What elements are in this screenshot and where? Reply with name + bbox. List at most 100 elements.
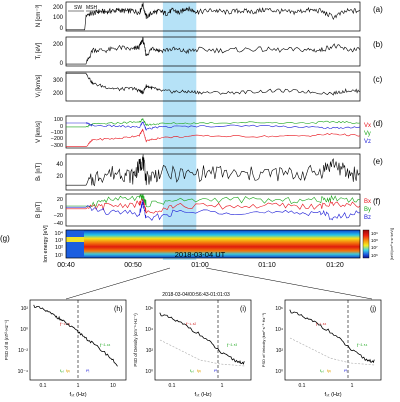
colorbar-label: [keV/(cm²·s·sr·keV)] (390, 228, 394, 260)
panel-a-letter: (a) (373, 5, 383, 14)
panel-f-line-by (66, 194, 361, 208)
panel-g-ytick-0: 10⁴ (55, 230, 64, 237)
time-axis: 00:40 00:50 01:00 01:10 01:20 2018-03-04… (57, 250, 344, 269)
panel-g-frame (65, 229, 361, 259)
panel-j-xlabel: fₛₜ (Hz) (324, 392, 341, 398)
panel-g-letter: (g) (0, 234, 10, 243)
panel-d: (d) V [km/s] 100 0 −100 −200 −300 Vx Vy … (36, 115, 383, 149)
panel-d-ytick-1: 0 (60, 124, 63, 130)
panel-d-frame (65, 115, 361, 149)
panel-j-letter: (j) (370, 306, 376, 313)
spectrogram-sw-region (66, 230, 84, 258)
panel-e-letter: (e) (373, 157, 383, 166)
panel-d-ytick-2: −100 (51, 130, 63, 136)
panel-h-slope-1: f⁻¹·⁴¹ (60, 322, 71, 327)
panel-h-xtick-0: 0.1 (40, 383, 47, 389)
panel-d-legend-vz: Vz (364, 139, 371, 145)
panel-c-letter: (c) (373, 75, 383, 84)
panel-h: (h) PSD of B (nT²·Hz⁻¹) 10² 10⁰ 10⁻² 10⁻… (4, 299, 127, 398)
panel-b-ytick-1: 0 (60, 61, 64, 67)
panel-j-frhoi: fρᵢ (327, 368, 331, 373)
spectrogram-sw-beam (66, 237, 84, 242)
zoom-connectors (65, 267, 373, 300)
panel-b: (b) Tᵢ [eV] 200 0 (36, 36, 383, 67)
panel-b-letter: (b) (373, 40, 383, 49)
panel-j-frame (284, 299, 382, 381)
colorbar-tick-3: 10⁶ (371, 253, 378, 258)
panel-h-fdi: fᵈᵢ (86, 368, 90, 373)
panel-h-xtick-1: 1 (77, 383, 80, 389)
panel-j-ytick-3: 10⁰ (275, 369, 283, 375)
sw-label: SW (74, 5, 82, 11)
panel-c-ytick-0: 300 (53, 78, 64, 84)
panel-a-ylabel: N [cm⁻³] (36, 4, 42, 27)
colorbar-tick-2: 10⁷ (371, 245, 378, 250)
panel-j-line (289, 309, 375, 364)
panel-g-ytick-1: 10³ (55, 238, 63, 244)
panel-e-frame (65, 153, 361, 191)
panel-e-line (66, 154, 361, 187)
panel-c: (c) Vᵢ [km/s] 300 200 (36, 71, 383, 102)
panel-j-xtick-0: 0.1 (299, 383, 306, 389)
panel-j-xtick-1: 1 (351, 383, 354, 389)
panel-b-frame (65, 36, 361, 67)
panel-i-slope-1: f⁻¹·⁶² (186, 322, 196, 327)
panel-a-frame (65, 1, 361, 32)
panel-c-line (66, 72, 361, 96)
panel-d-line-vz (66, 121, 361, 131)
time-tick-1: 00:50 (124, 262, 142, 269)
panel-j-ylabel: PSD of Velocity (km²·s⁻²·Hz⁻¹) (261, 312, 266, 367)
panel-j-slope-1: f⁻¹·⁶⁶ (316, 322, 326, 327)
panel-i-xlabel: fₛₜ (Hz) (194, 392, 211, 398)
highlight-band (162, 2, 197, 260)
panel-e-ytick-1: 20 (56, 174, 63, 180)
panel-b-ylabel: Tᵢ [eV] (36, 42, 42, 59)
panel-g-ytick-3: 10¹ (55, 253, 63, 259)
panel-d-ytick-0: 100 (54, 117, 63, 123)
panel-d-legend-vx: Vx (364, 123, 371, 129)
panel-h-xlabel: fₛₜ (Hz) (69, 392, 86, 398)
panel-h-ytick-0: 10² (21, 306, 29, 312)
panel-f-line-bz (66, 199, 360, 221)
panel-i-xtick-1: 1 (221, 383, 224, 389)
panel-i-fdi: fᵈᵢ (214, 368, 218, 373)
panel-d-line-vy (66, 118, 361, 128)
time-tick-3: 01:10 (258, 262, 276, 269)
panel-j-ytick-0: 10⁶ (275, 306, 283, 312)
panel-h-ytick-3: 10⁻⁴ (18, 369, 28, 375)
panel-j-fpi: fₚᵢ (320, 368, 324, 373)
panel-a-ytick-2: 0 (60, 26, 64, 32)
panel-h-ytick-2: 10⁻² (18, 348, 28, 354)
panel-f-legend-bx: Bx (364, 199, 371, 205)
time-tick-0: 00:40 (57, 262, 75, 269)
panel-f-ytick-1: 0 (60, 205, 63, 211)
spectrogram-body (66, 230, 360, 258)
panel-c-ytick-1: 200 (53, 91, 64, 97)
panel-a-ytick-1: 100 (53, 15, 64, 21)
panel-a-ytick-0: 200 (53, 5, 64, 11)
panel-h-fpi: fₚᵢ (60, 368, 64, 373)
panel-h-frhoi: fρᵢ (66, 368, 70, 373)
panel-g-ylabel: Ion energy [eV] (43, 225, 49, 263)
panel-e-ytick-0: 40 (56, 162, 63, 168)
panel-f-ytick-2: −20 (54, 213, 63, 219)
panel-g: (g) Ion energy [eV] 10⁴ 10³ 10² 10¹ 10⁹ … (0, 225, 394, 263)
panel-h-line (33, 304, 118, 367)
panel-c-frame (65, 71, 361, 102)
panel-d-letter: (d) (373, 119, 383, 128)
panel-a: (a) N [cm⁻³] 200 100 0 SW MSH (36, 1, 383, 32)
colorbar (362, 229, 370, 259)
panel-i: 2018-03-04/00:56:43-01:01:03 (i) PSD of … (133, 292, 252, 398)
panel-j-noise-line (289, 337, 376, 366)
panel-d-line-vx (66, 128, 361, 147)
time-tick-4: 01:20 (326, 262, 344, 269)
panel-f-ytick-0: 20 (57, 197, 63, 203)
msh-label: MSH (86, 5, 98, 11)
panel-h-ytick-1: 10⁰ (20, 327, 28, 333)
panel-i-ytick-2: 10² (146, 348, 154, 354)
colorbar-tick-0: 10⁹ (371, 231, 378, 236)
panel-h-ylabel: PSD of B (nT²·Hz⁻¹) (4, 319, 9, 360)
panel-e: (e) Bₜ [nT] 40 20 (36, 153, 383, 191)
panel-i-noise-line (159, 339, 246, 367)
